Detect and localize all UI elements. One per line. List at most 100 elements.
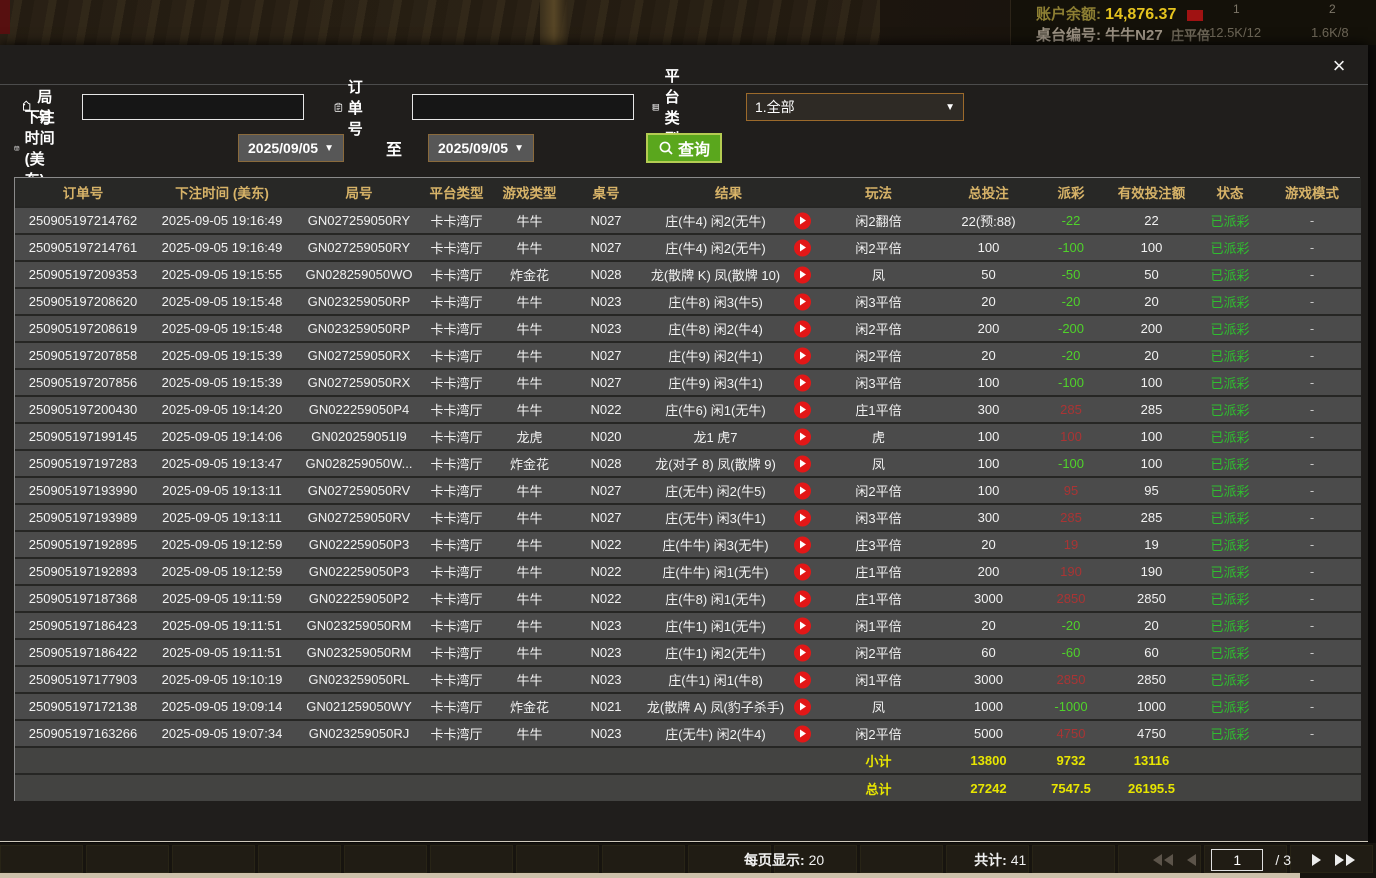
cell-bet-type: 凤 (816, 260, 941, 288)
date-from-picker[interactable]: 2025/09/05 ▼ (238, 134, 344, 162)
table-row: 250905197186422 2025-09-05 19:11:51 GN02… (15, 638, 1361, 666)
cell-order-id: 250905197197283 (15, 449, 151, 477)
replay-video-icon[interactable] (794, 617, 811, 634)
cell-game-mode: - (1263, 584, 1361, 612)
first-page-button[interactable] (1153, 854, 1174, 866)
cell-game-mode: - (1263, 395, 1361, 423)
date-to-picker[interactable]: 2025/09/05 ▼ (428, 134, 534, 162)
query-button[interactable]: 查询 (646, 133, 722, 163)
cell-result: 庄(牛1) 闲2(无牛) (641, 638, 816, 666)
cell-bet-time: 2025-09-05 19:11:51 (151, 611, 293, 639)
cell-table-number: N027 (571, 503, 641, 531)
sum-value: 小计 (816, 746, 941, 774)
cell-game-type: 牛牛 (488, 476, 571, 504)
table-row: 250905197208620 2025-09-05 19:15:48 GN02… (15, 287, 1361, 315)
limit-value-2: 1.6K/8 (1311, 25, 1349, 40)
replay-video-icon[interactable] (794, 347, 811, 364)
status-badge: 已派彩 (1197, 260, 1263, 288)
replay-video-icon[interactable] (794, 698, 811, 715)
cell-total-stake: 20 (941, 611, 1036, 639)
cell-total-stake: 22(预:88) (941, 206, 1036, 234)
replay-video-icon[interactable] (794, 212, 811, 229)
status-badge: 已派彩 (1197, 530, 1263, 558)
cell-payout: 100 (1036, 422, 1106, 450)
cell-game-type: 牛牛 (488, 557, 571, 585)
page-number-input[interactable] (1211, 849, 1264, 871)
replay-video-icon[interactable] (794, 590, 811, 607)
replay-video-icon[interactable] (794, 266, 811, 283)
cell-order-id: 250905197208620 (15, 287, 151, 315)
replay-video-icon[interactable] (794, 239, 811, 256)
cell-table-number: N023 (571, 638, 641, 666)
cell-game-type: 牛牛 (488, 611, 571, 639)
replay-video-icon[interactable] (794, 428, 811, 445)
cell-table-number: N028 (571, 260, 641, 288)
cell-bet-type: 闲2平倍 (816, 476, 941, 504)
replay-video-icon[interactable] (794, 563, 811, 580)
background-table-tile (860, 845, 943, 873)
sum-blank-cell (1263, 773, 1361, 801)
cell-platform: 卡卡湾厅 (425, 314, 488, 342)
cell-order-id: 250905197193990 (15, 476, 151, 504)
background-table-tile (946, 845, 1029, 873)
replay-video-icon[interactable] (794, 401, 811, 418)
round-number-input[interactable] (82, 94, 304, 120)
result-text: 庄(牛1) 闲1(无牛) (665, 619, 766, 634)
background-table-tile (688, 845, 771, 873)
cell-game-type: 炸金花 (488, 449, 571, 477)
limit-label: 庄平倍 (1171, 28, 1211, 43)
cell-payout: -20 (1036, 287, 1106, 315)
close-icon[interactable]: × (1332, 53, 1346, 78)
cell-game-mode: - (1263, 665, 1361, 693)
status-badge: 已派彩 (1197, 341, 1263, 369)
replay-video-icon[interactable] (794, 293, 811, 310)
total-count-value: 41 (1010, 852, 1027, 868)
cell-round-id: GN027259050RV (293, 503, 425, 531)
filter-bar: 局号 订单号 平台类型 1.全部 ▼ 下注时间 (美东) 20 (14, 68, 1354, 189)
pagination-bar: 每页显示: 20 共计: 41 / 3 (744, 846, 1362, 874)
replay-video-icon[interactable] (794, 644, 811, 661)
cell-game-type: 牛牛 (488, 638, 571, 666)
cell-total-stake: 1000 (941, 692, 1036, 720)
cell-platform: 卡卡湾厅 (425, 206, 488, 234)
cell-platform: 卡卡湾厅 (425, 260, 488, 288)
cell-table-number: N023 (571, 665, 641, 693)
replay-video-icon[interactable] (794, 509, 811, 526)
cell-table-number: N022 (571, 584, 641, 612)
cell-result: 庄(无牛) 闲2(牛5) (641, 476, 816, 504)
sum-value: 13800 (941, 746, 1036, 774)
cell-table-number: N022 (571, 530, 641, 558)
background-table-tile (1032, 845, 1115, 873)
replay-video-icon[interactable] (794, 536, 811, 553)
next-page-button[interactable] (1312, 854, 1321, 866)
column-header: 订单号 (15, 178, 151, 208)
replay-video-icon[interactable] (794, 671, 811, 688)
cell-payout: 2850 (1036, 665, 1106, 693)
order-number-input[interactable] (412, 94, 634, 120)
replay-video-icon[interactable] (794, 374, 811, 391)
cell-valid-stake: 2850 (1106, 584, 1197, 612)
cell-bet-time: 2025-09-05 19:15:48 (151, 314, 293, 342)
search-icon (659, 141, 673, 155)
total-count-label: 共计: (974, 852, 1007, 868)
prev-page-button[interactable] (1187, 854, 1197, 866)
cell-platform: 卡卡湾厅 (425, 368, 488, 396)
cell-total-stake: 20 (941, 341, 1036, 369)
cell-bet-type: 闲1平倍 (816, 611, 941, 639)
table-number-value: 牛牛N27 (1105, 27, 1163, 44)
chevron-down-icon: ▼ (945, 101, 955, 113)
table-row: 250905197163266 2025-09-05 19:07:34 GN02… (15, 719, 1361, 747)
last-page-button[interactable] (1335, 854, 1355, 866)
cell-game-mode: - (1263, 368, 1361, 396)
sum-blank-cell (641, 746, 816, 774)
replay-video-icon[interactable] (794, 455, 811, 472)
cell-total-stake: 100 (941, 233, 1036, 261)
replay-video-icon[interactable] (794, 482, 811, 499)
replay-video-icon[interactable] (794, 725, 811, 742)
background-bottom-strip: 每页显示: 20 共计: 41 / 3 (0, 843, 1376, 878)
scoreboard-panel: 账户余额: 14,876.37 桌台编号: 牛牛N27 1 2 庄平倍 12.5… (1010, 0, 1376, 45)
cell-round-id: GN023259050RP (293, 314, 425, 342)
replay-video-icon[interactable] (794, 320, 811, 337)
page-count: 3 (1283, 852, 1291, 868)
platform-type-select[interactable]: 1.全部 ▼ (746, 93, 964, 121)
